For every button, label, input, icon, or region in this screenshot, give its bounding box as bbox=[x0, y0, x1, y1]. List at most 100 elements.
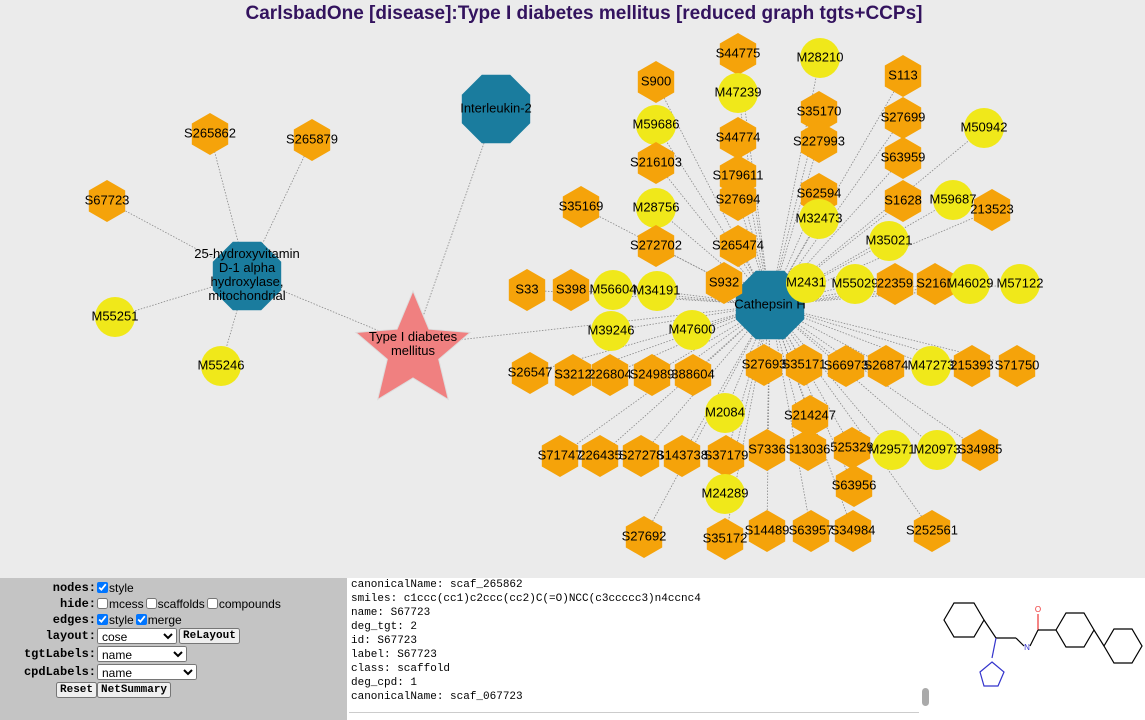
node[interactable]: M56604 bbox=[590, 270, 637, 310]
compound-node[interactable] bbox=[1000, 264, 1040, 304]
scaffold-node[interactable] bbox=[998, 345, 1036, 387]
node[interactable]: S35171 bbox=[782, 344, 827, 386]
compound-node[interactable] bbox=[872, 430, 912, 470]
node[interactable]: 22359 bbox=[876, 263, 914, 305]
scaffold-node[interactable] bbox=[791, 395, 829, 437]
node[interactable]: M32473 bbox=[796, 199, 843, 239]
node[interactable]: S63956 bbox=[832, 465, 877, 507]
node[interactable]: S63959 bbox=[881, 137, 926, 179]
node[interactable]: S3212 bbox=[554, 354, 592, 396]
scaffold-node[interactable] bbox=[748, 510, 786, 552]
compound-node[interactable] bbox=[917, 430, 957, 470]
checkbox[interactable] bbox=[135, 614, 147, 625]
scaffold-node[interactable] bbox=[88, 180, 126, 222]
scaffold-node[interactable] bbox=[916, 263, 954, 305]
checkbox[interactable] bbox=[97, 598, 108, 609]
scaffold-node[interactable] bbox=[707, 435, 745, 477]
checkbox[interactable] bbox=[97, 582, 108, 593]
scaffold-node[interactable] bbox=[663, 435, 701, 477]
scaffold-node[interactable] bbox=[625, 516, 663, 558]
compound-node[interactable] bbox=[835, 264, 875, 304]
scaffold-node[interactable] bbox=[622, 435, 660, 477]
node[interactable]: S227993 bbox=[793, 121, 845, 163]
node[interactable]: S265879 bbox=[286, 119, 338, 161]
node[interactable]: 25-hydroxyvitamin D-1 alpha hydroxylase, mi… bbox=[194, 241, 300, 311]
scaffold-node[interactable] bbox=[705, 262, 743, 304]
scaffold-node[interactable] bbox=[835, 465, 873, 507]
scaffold-node[interactable] bbox=[827, 345, 865, 387]
disease-node[interactable] bbox=[354, 289, 472, 401]
node[interactable]: M47239 bbox=[715, 73, 762, 113]
scaffold-node[interactable] bbox=[884, 97, 922, 139]
node[interactable]: S14489 bbox=[745, 510, 790, 552]
node[interactable]: 226435 bbox=[578, 435, 622, 477]
node[interactable]: M57122 bbox=[997, 264, 1044, 304]
node[interactable]: M2431 bbox=[786, 263, 826, 303]
scaffold-node[interactable] bbox=[554, 354, 592, 396]
reset-button[interactable]: Reset bbox=[56, 681, 98, 698]
scaffold-node[interactable] bbox=[961, 429, 999, 471]
target-node[interactable] bbox=[212, 241, 282, 311]
node[interactable]: S27278 bbox=[619, 435, 664, 477]
node[interactable]: S63957 bbox=[789, 510, 834, 552]
compound-node[interactable] bbox=[201, 346, 241, 386]
target-node[interactable] bbox=[461, 74, 531, 144]
node[interactable]: M50942 bbox=[961, 108, 1008, 148]
scaffold-node[interactable] bbox=[719, 225, 757, 267]
scaffold-node[interactable] bbox=[884, 180, 922, 222]
node[interactable]: 226804 bbox=[588, 354, 632, 396]
node[interactable]: M28756 bbox=[633, 188, 680, 228]
node[interactable]: Type I diabetes mellitus bbox=[354, 289, 472, 401]
scaffold-node[interactable] bbox=[884, 55, 922, 97]
node[interactable]: S35169 bbox=[559, 186, 604, 228]
node[interactable]: S1628 bbox=[884, 180, 922, 222]
compound-node[interactable] bbox=[636, 188, 676, 228]
scaffold-node[interactable] bbox=[834, 510, 872, 552]
checkbox[interactable] bbox=[97, 614, 108, 625]
scaffold-node[interactable] bbox=[293, 119, 331, 161]
node[interactable]: S37179 bbox=[704, 435, 749, 477]
compound-node[interactable] bbox=[718, 73, 758, 113]
scaffold-node[interactable] bbox=[867, 345, 905, 387]
node[interactable]: S398 bbox=[552, 269, 590, 311]
node[interactable]: S272702 bbox=[630, 225, 682, 267]
node[interactable]: 388604 bbox=[671, 354, 715, 396]
compound-node[interactable] bbox=[636, 105, 676, 145]
scaffold-node[interactable] bbox=[562, 186, 600, 228]
node[interactable]: 213523 bbox=[970, 189, 1014, 231]
compound-node[interactable] bbox=[933, 180, 973, 220]
compound-node[interactable] bbox=[705, 474, 745, 514]
node[interactable]: S27699 bbox=[881, 97, 926, 139]
node[interactable]: S900 bbox=[637, 61, 675, 103]
scaffold-node[interactable] bbox=[552, 269, 590, 311]
compound-node[interactable] bbox=[911, 346, 951, 386]
compound-node[interactable] bbox=[95, 297, 135, 337]
node[interactable]: M2084 bbox=[705, 393, 745, 433]
node[interactable]: S113 bbox=[884, 55, 922, 97]
node[interactable]: S252561 bbox=[906, 510, 958, 552]
scaffold-node[interactable] bbox=[913, 510, 951, 552]
node[interactable]: 525329 bbox=[830, 427, 874, 469]
compound-node[interactable] bbox=[637, 271, 677, 311]
scaffold-node[interactable] bbox=[800, 121, 838, 163]
layout-select[interactable]: cose bbox=[97, 627, 177, 644]
scaffold-node[interactable] bbox=[884, 137, 922, 179]
checkbox[interactable] bbox=[206, 598, 218, 609]
node[interactable]: M28210 bbox=[797, 38, 844, 78]
node[interactable]: S27693 bbox=[742, 344, 787, 386]
node[interactable]: M55246 bbox=[198, 346, 245, 386]
scaffold-node[interactable] bbox=[833, 427, 871, 469]
node[interactable]: M39246 bbox=[588, 311, 635, 351]
scaffold-node[interactable] bbox=[511, 352, 549, 394]
node[interactable]: Interleukin-2 bbox=[460, 74, 532, 144]
node[interactable]: S216103 bbox=[630, 142, 682, 184]
node[interactable]: M55251 bbox=[92, 297, 139, 337]
scaffold-node[interactable] bbox=[719, 179, 757, 221]
node[interactable]: S71750 bbox=[995, 345, 1040, 387]
compound-node[interactable] bbox=[950, 264, 990, 304]
scaffold-node[interactable] bbox=[953, 345, 991, 387]
compound-node[interactable] bbox=[869, 221, 909, 261]
node[interactable]: S34984 bbox=[831, 510, 876, 552]
netsummary-button[interactable]: NetSummary bbox=[97, 681, 172, 698]
node[interactable]: M24289 bbox=[702, 474, 749, 514]
